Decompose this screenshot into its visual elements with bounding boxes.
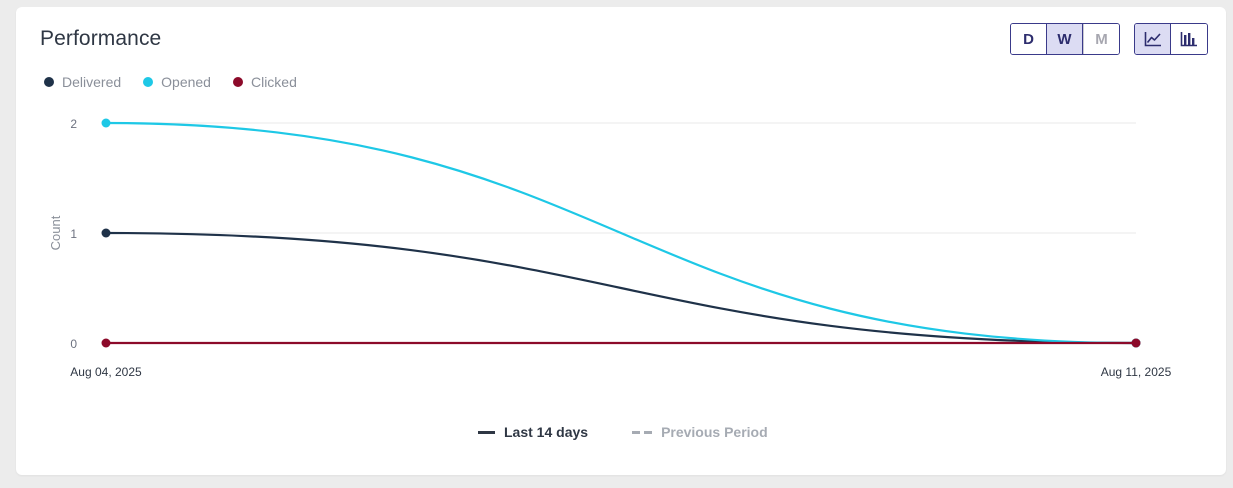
- chart-type-toggle: [1134, 23, 1208, 55]
- legend-label-delivered: Delivered: [62, 74, 122, 90]
- period-legend-current-label: Last 14 days: [504, 424, 589, 440]
- line-chart-icon: [1144, 32, 1161, 47]
- line-chart-button[interactable]: [1135, 24, 1171, 54]
- period-legend-previous-label: Previous Period: [661, 424, 768, 440]
- legend-item-opened[interactable]: Opened: [143, 74, 211, 90]
- series-legend: Delivered Opened Clicked: [44, 74, 297, 90]
- series-line-delivered: [105, 231, 1137, 345]
- period-week-button[interactable]: W: [1047, 24, 1083, 54]
- x-tick-label-0: Aug 04, 2025: [70, 365, 142, 379]
- y-axis-label: Count: [48, 215, 63, 250]
- period-legend-current[interactable]: Last 14 days: [478, 424, 588, 440]
- data-point-clicked-1: [1131, 338, 1141, 348]
- legend-label-clicked: Clicked: [250, 74, 297, 90]
- period-legend-previous[interactable]: Previous Period: [632, 424, 768, 440]
- series-line-opened: [105, 121, 1137, 345]
- x-tick-label-1: Aug 11, 2025: [1101, 365, 1172, 379]
- legend-label-opened: Opened: [161, 74, 211, 90]
- y-tick-label-2: 2: [70, 117, 77, 131]
- legend-dot-opened: [143, 77, 154, 87]
- data-point-delivered-0: [101, 228, 111, 238]
- dashed-line-icon: [632, 430, 653, 434]
- legend-item-clicked[interactable]: Clicked: [232, 74, 297, 90]
- legend-dot-delivered: [44, 77, 54, 87]
- performance-card: Performance D W M Delivered: [16, 7, 1226, 475]
- legend-item-delivered[interactable]: Delivered: [44, 74, 121, 90]
- data-point-opened-0: [101, 118, 111, 128]
- period-toggle: D W M: [1010, 23, 1120, 55]
- data-point-clicked-0: [101, 338, 111, 348]
- bar-chart-button[interactable]: [1171, 24, 1207, 54]
- y-tick-label-0: 0: [70, 337, 77, 351]
- y-tick-label-1: 1: [70, 227, 77, 241]
- bar-chart-icon: [1180, 32, 1197, 47]
- period-month-button[interactable]: M: [1083, 24, 1119, 54]
- card-title: Performance: [40, 27, 162, 50]
- period-day-button[interactable]: D: [1011, 24, 1047, 54]
- period-legend: Last 14 days Previous Period: [478, 424, 768, 440]
- performance-chart: 0 1 2 Count Aug 04, 2025 Aug 11, 2025: [48, 117, 1172, 379]
- legend-dot-clicked: [232, 77, 243, 87]
- solid-line-icon: [478, 430, 495, 434]
